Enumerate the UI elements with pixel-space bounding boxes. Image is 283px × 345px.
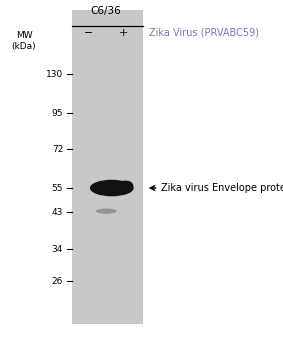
Bar bbox=[72, 10, 143, 324]
Text: 43: 43 bbox=[52, 208, 63, 217]
Text: 55: 55 bbox=[52, 184, 63, 193]
Text: 34: 34 bbox=[52, 245, 63, 254]
Text: Zika virus Envelope protein: Zika virus Envelope protein bbox=[161, 183, 283, 193]
Text: 72: 72 bbox=[52, 145, 63, 154]
Text: +: + bbox=[118, 28, 128, 38]
Text: 26: 26 bbox=[52, 277, 63, 286]
Ellipse shape bbox=[90, 180, 134, 196]
Text: C6/36: C6/36 bbox=[91, 6, 121, 16]
Text: −: − bbox=[84, 28, 93, 38]
Text: Zika Virus (PRVABC59): Zika Virus (PRVABC59) bbox=[149, 28, 259, 38]
Text: 130: 130 bbox=[46, 70, 63, 79]
Text: 95: 95 bbox=[52, 109, 63, 118]
Text: MW
(kDa): MW (kDa) bbox=[12, 31, 37, 51]
Ellipse shape bbox=[96, 208, 117, 214]
Ellipse shape bbox=[115, 180, 133, 193]
